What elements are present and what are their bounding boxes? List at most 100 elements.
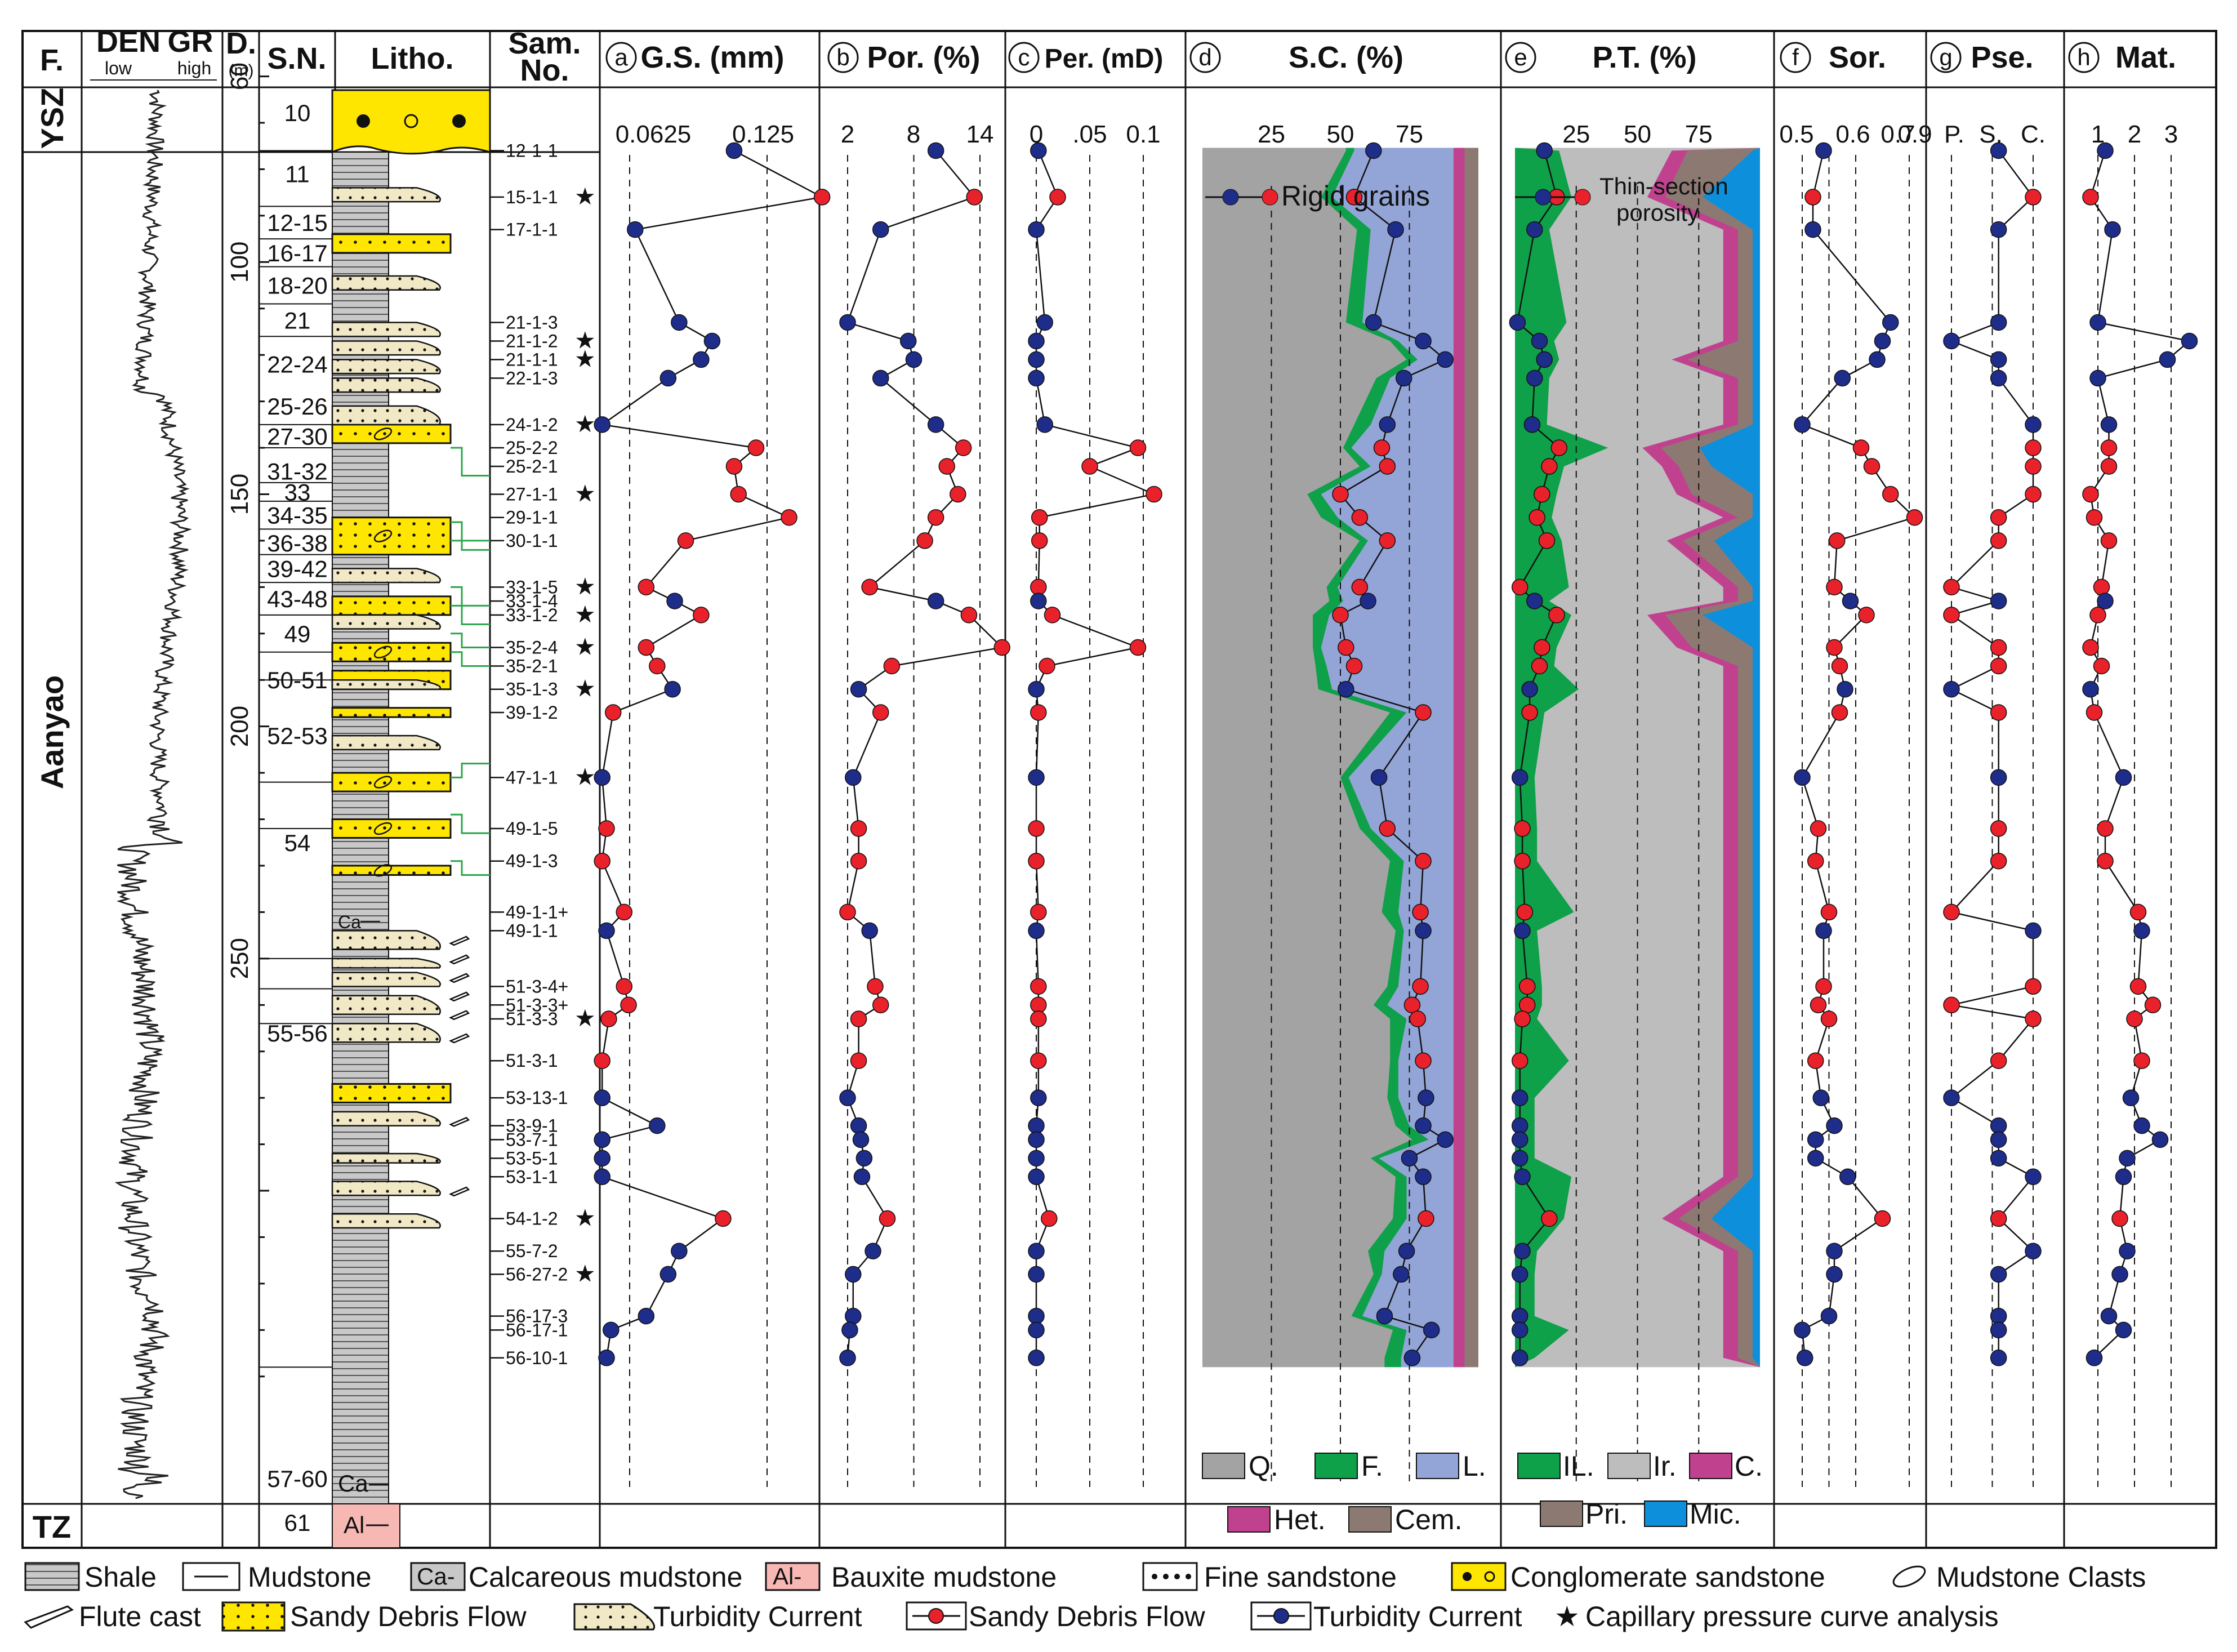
- permeability-point: [1049, 189, 1066, 206]
- permeability-point: [1028, 221, 1045, 238]
- permeability-point: [1028, 769, 1045, 786]
- sorting-point: [1797, 1350, 1813, 1366]
- litho-sandy-debris-flow-bed: [331, 818, 452, 839]
- mudstone-clast: [373, 776, 393, 789]
- flute-cast: [449, 1033, 470, 1044]
- legend-sdf-point-label: Sandy Debris Flow: [969, 1601, 1205, 1632]
- grain-size-point: [598, 1350, 615, 1366]
- rigid-grains-point: [1412, 978, 1429, 995]
- pt-legend-swatch: [1689, 1453, 1732, 1479]
- formation-aanyao: Aanyao: [34, 675, 70, 789]
- grain-size-point: [671, 1243, 688, 1259]
- grain-size-point: [715, 1210, 732, 1227]
- porosity-point: [861, 922, 878, 939]
- header-den: DEN: [96, 25, 161, 59]
- sorting-point: [1794, 769, 1811, 786]
- rigid-grains-point: [1332, 607, 1349, 624]
- sc-tick-label: 50: [1327, 121, 1354, 148]
- grain-size-point: [649, 1117, 666, 1134]
- maturity-point: [2119, 1150, 2136, 1167]
- thin-section-porosity-point: [1514, 922, 1531, 939]
- rigid-grains-point: [1415, 922, 1432, 939]
- sn-label: 33: [284, 479, 311, 505]
- sample-label: 21-1-3: [506, 312, 558, 332]
- legend-conglomerate-label: Conglomerate sandstone: [1510, 1561, 1825, 1593]
- litho-turbidity-current-bed: [331, 322, 441, 337]
- maturity-point: [2111, 1266, 2128, 1283]
- permeability-point: [1129, 439, 1147, 456]
- porosity-point: [966, 189, 983, 206]
- sorting-point: [1815, 142, 1832, 159]
- permeability-point: [1028, 922, 1045, 939]
- thin-section-porosity-point: [1536, 142, 1553, 159]
- litho-turbidity-current-bed: [331, 568, 441, 584]
- mudstone-clast: [373, 529, 393, 542]
- sample-label: 51-3-3+: [506, 995, 568, 1015]
- header-depth: D.: [226, 26, 256, 60]
- pseudomatrix-point: [1990, 1350, 2007, 1366]
- grain-size-point: [594, 1089, 611, 1106]
- thin-section-porosity-point: [1511, 1307, 1529, 1325]
- litho-turbidity-current-bed: [331, 1111, 441, 1126]
- por-title: Por. (%): [867, 41, 980, 74]
- porosity-point: [861, 578, 878, 596]
- grain-size-point: [627, 221, 644, 238]
- sn-label: 11: [285, 161, 310, 188]
- maturity-line: [2089, 150, 2191, 1359]
- sample-capillary-star: ★: [574, 1005, 596, 1031]
- maturity-point: [2082, 486, 2099, 503]
- sorting-point: [1812, 1089, 1829, 1106]
- sc-letter-circle: [1189, 42, 1221, 73]
- pt-legend-label: IL.: [1563, 1450, 1594, 1482]
- legend-tc-litho-label: Turbidity Current: [653, 1601, 862, 1632]
- sample-label: 25-2-1: [506, 456, 558, 477]
- sample-label: 53-7-1: [506, 1129, 558, 1150]
- legend-tc-point-label: Turbidity Current: [1313, 1601, 1522, 1632]
- sc-legend-label: F.: [1361, 1450, 1383, 1482]
- rigid-grains-point: [1403, 996, 1421, 1014]
- sample-capillary-star: ★: [574, 1260, 596, 1286]
- rigid-grains-point: [1403, 1350, 1421, 1366]
- thin-section-porosity-point: [1511, 1150, 1529, 1167]
- sorting-tick-label: 0.6: [1835, 121, 1870, 148]
- thin-section-porosity-point: [1511, 1089, 1529, 1106]
- litho-sandy-debris-flow-bed: [331, 772, 452, 792]
- gs-letter: a: [614, 44, 628, 70]
- legend-bauxite-label: Bauxite mudstone: [831, 1561, 1057, 1593]
- sc-legend-swatch: [1202, 1453, 1245, 1479]
- sn-label: 52-53: [267, 723, 327, 749]
- litho-turbidity-current-bed: [331, 340, 441, 356]
- sorting-point: [1820, 1010, 1838, 1027]
- header-sample-1: Sam.: [508, 26, 581, 60]
- litho-turbidity-current-bed: [331, 377, 441, 393]
- rigid-grains-point: [1398, 1243, 1415, 1259]
- legend-ca-box: Ca-: [417, 1563, 455, 1589]
- rigid-grains-point: [1338, 639, 1354, 656]
- grain-size-point: [616, 903, 632, 921]
- porosity-point: [872, 369, 889, 387]
- legend-al-box: Al-: [773, 1563, 801, 1589]
- pt-legend-label-2: porosity: [1616, 199, 1699, 226]
- depth-tick-label: 200: [226, 706, 253, 747]
- pt-letter-circle: [1505, 42, 1536, 73]
- sc-letter: d: [1198, 44, 1211, 70]
- porosity-point: [852, 1131, 870, 1148]
- thin-section-porosity-point: [1511, 578, 1529, 596]
- mat-title: Mat.: [2115, 41, 2176, 74]
- permeability-point: [1028, 1131, 1045, 1148]
- sc-legend-swatch: [1314, 1453, 1358, 1479]
- sorting-point: [1794, 416, 1811, 433]
- maturity-point: [2104, 221, 2121, 238]
- legend-calcareous-swatch: [410, 1562, 466, 1591]
- sample-label: 24-1-2: [506, 415, 558, 435]
- pt-legend-label: C.: [1735, 1450, 1763, 1482]
- pseudomatrix-point: [1990, 142, 2007, 159]
- sc-legend-swatch: [1348, 1506, 1392, 1533]
- legend-shale-swatch: [24, 1562, 80, 1591]
- rigid-grains-point: [1437, 1131, 1454, 1148]
- pseudomatrix-point: [1990, 704, 2007, 721]
- pt-tick-label: 50: [1624, 121, 1651, 148]
- porosity-point: [883, 657, 901, 675]
- sorting-point: [1804, 221, 1821, 238]
